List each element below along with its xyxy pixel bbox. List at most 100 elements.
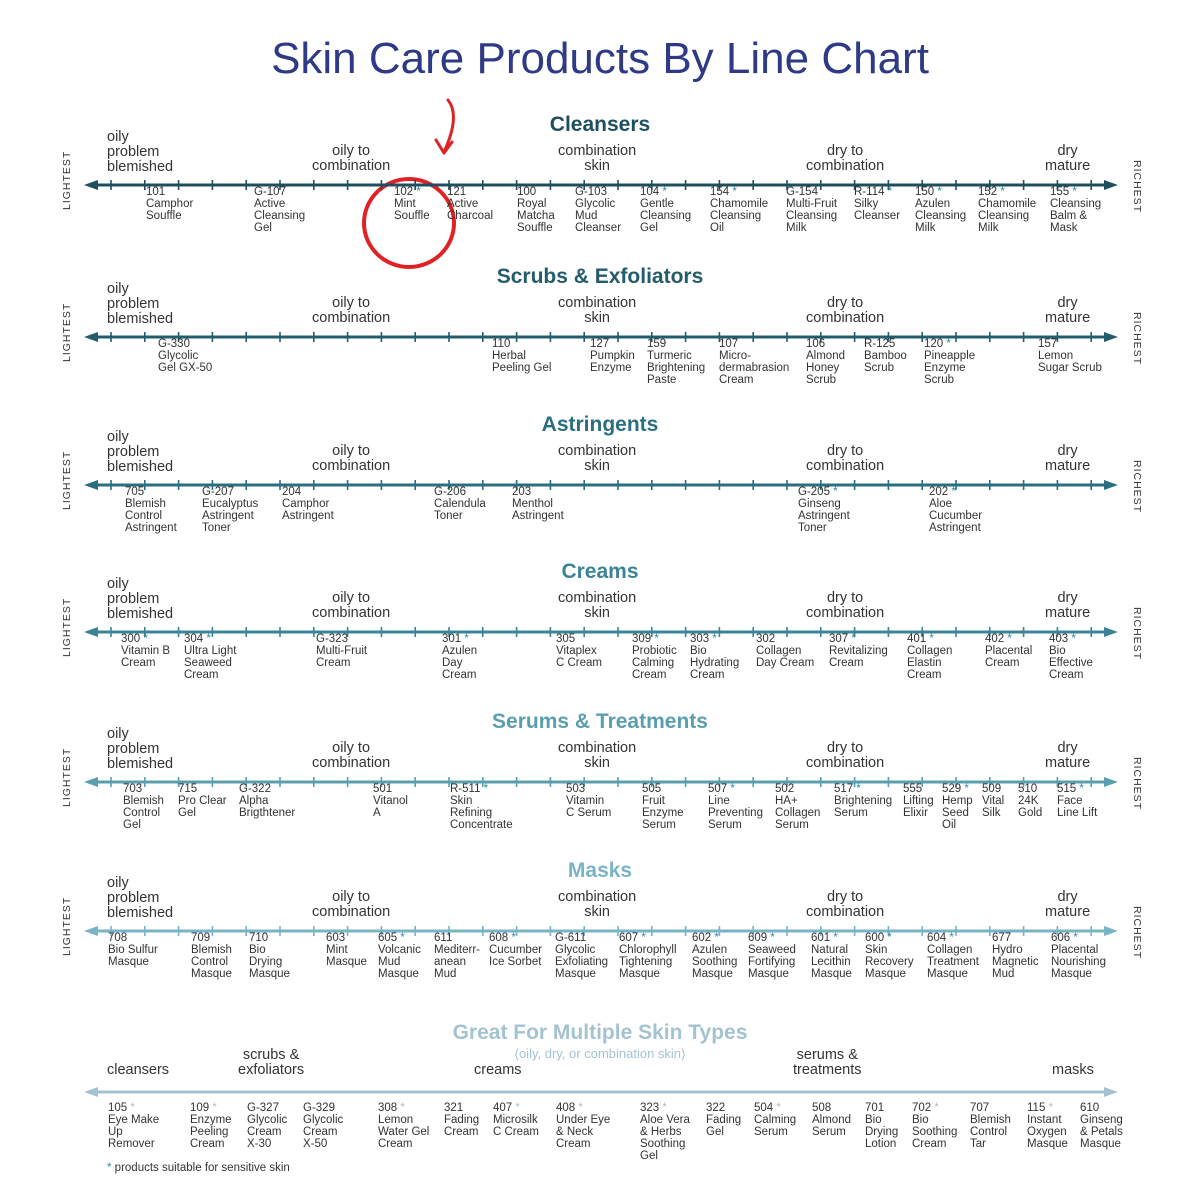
- product-label: G-103 Glycolic Mud Cleanser: [575, 186, 622, 234]
- section-subtitle: (oily, dry, or combination skin): [514, 1046, 686, 1061]
- product-label: 308 * Lemon Water Gel Cream: [378, 1102, 430, 1150]
- product-label: 307 * Revitalizing Cream: [829, 633, 888, 669]
- product-label: 110 Herbal Peeling Gel: [492, 338, 552, 374]
- category-label-oily: oily problem blemished: [107, 129, 174, 175]
- product-label: 517 * Brightening Serum: [834, 783, 893, 819]
- category-label-combo: combination skin: [558, 143, 637, 174]
- sensitive-skin-star-icon: *: [926, 633, 934, 645]
- sensitive-skin-star-icon: *: [711, 932, 719, 944]
- product-label: 708 Bio Sulfur Masque: [108, 932, 158, 968]
- product-label: 159 Turmeric Brightening Paste: [647, 338, 706, 386]
- product-label: 321 Fading Cream: [444, 1102, 480, 1138]
- product-label: 408 * Under Eye & Neck Cream: [556, 1102, 611, 1150]
- product-label: 203 Menthol Astringent: [512, 486, 564, 522]
- product-label: 507 * Line Preventing Serum: [708, 783, 763, 831]
- product-label: 608 * Cucumber Ice Sorbet: [489, 932, 543, 968]
- axis-left-arrowhead: [84, 627, 98, 637]
- product-label: 107 Micro- dermabrasion Cream: [719, 338, 790, 386]
- category-label: masks: [1052, 1062, 1094, 1078]
- product-label: 101 Camphor Souffle: [146, 186, 194, 222]
- product-label: 509 Vital Silk: [982, 783, 1005, 819]
- axis: [84, 1087, 1118, 1097]
- category-label-oily_combo: oily to combination: [312, 443, 391, 474]
- product-label: 501 Vitanol A: [373, 783, 408, 819]
- product-label: 104 * Gentle Cleansing Gel: [640, 186, 692, 234]
- product-label: 600 * Skin Recovery Masque: [865, 932, 914, 980]
- product-label: G-107 Active Cleansing Gel: [254, 186, 306, 234]
- category-label-dry_combo: dry to combination: [806, 740, 885, 771]
- category-label-combo: combination skin: [558, 889, 637, 920]
- category-label-dry: dry mature: [1045, 590, 1091, 621]
- product-label: 607 * Chlorophyll Tightening Masque: [619, 932, 677, 980]
- category-label-dry: dry mature: [1045, 740, 1091, 771]
- section-creams: Creams oily problem blemished oily to combina…: [0, 560, 1200, 722]
- product-label: 302 Collagen Day Cream: [756, 633, 815, 669]
- product-label: 611 Mediterr- anean Mud: [434, 932, 481, 980]
- product-label: 157 Lemon Sugar Scrub: [1038, 338, 1102, 374]
- axis-left-arrowhead: [84, 926, 98, 936]
- sensitive-skin-star-icon: *: [727, 783, 735, 795]
- product-label: R-125 Bamboo Scrub: [864, 338, 907, 374]
- sensitive-skin-star-icon: *: [203, 633, 211, 645]
- sensitive-skin-star-icon: *: [729, 186, 737, 198]
- product-label: 403 * Bio Effective Cream: [1049, 633, 1093, 681]
- product-label: 705 Blemish Control Astringent: [125, 486, 177, 534]
- sensitive-skin-star-icon: *: [209, 1102, 217, 1114]
- axis-left-arrowhead: [84, 777, 98, 787]
- sensitive-skin-star-icon: *: [512, 1102, 520, 1114]
- axis: [84, 777, 1118, 787]
- product-label: 703 Blemish Control Gel: [123, 783, 164, 831]
- axis-left-arrowhead: [84, 480, 98, 490]
- product-label: 710 Bio Drying Masque: [249, 932, 290, 980]
- product-label: 100 Royal Matcha Souffle: [517, 186, 555, 234]
- sensitive-skin-star-icon: *: [853, 783, 861, 795]
- category-label: creams: [474, 1062, 522, 1078]
- section-title: Creams: [561, 560, 639, 583]
- category-label-dry: dry mature: [1045, 889, 1091, 920]
- category-label-dry_combo: dry to combination: [806, 590, 885, 621]
- category-label-oily_combo: oily to combination: [312, 295, 391, 326]
- product-label: 300 * Vitamin B Cream: [121, 633, 171, 669]
- section-serums-treatments: Serums & Treatments oily problem blemished o…: [0, 710, 1200, 872]
- category-label-oily_combo: oily to combination: [312, 590, 391, 621]
- product-label: 709 Blemish Control Masque: [191, 932, 232, 980]
- sensitive-skin-star-icon: *: [946, 932, 954, 944]
- product-label: G-327 Glycolic Cream X-30: [247, 1102, 288, 1150]
- sensitive-skin-star-icon: *: [659, 186, 667, 198]
- category-label-combo: combination skin: [558, 740, 637, 771]
- product-label: 604 * Collagen Treatment Masque: [927, 932, 979, 980]
- product-label: R-114 * Silky Cleanser: [854, 186, 901, 222]
- product-label: 401 * Collagen Elastin Cream: [907, 633, 953, 681]
- product-label: 606 * Placental Nourishing Masque: [1051, 932, 1106, 980]
- product-label: 115 * Instant Oxygen Masque: [1027, 1102, 1068, 1150]
- product-label: 601 * Natural Lecithin Masque: [811, 932, 852, 980]
- sensitive-skin-star-icon: *: [461, 633, 469, 645]
- product-label: 202 * Aloe Cucumber Astringent: [929, 486, 983, 534]
- sensitive-skin-star-icon: *: [961, 783, 969, 795]
- product-label: 155 * Cleansing Balm & Mask: [1050, 186, 1102, 234]
- section-title: Cleansers: [549, 113, 651, 136]
- product-label: G-323 Multi-Fruit Cream: [316, 633, 368, 669]
- product-label: 510 24K Gold: [1018, 783, 1043, 819]
- sensitive-skin-star-icon: *: [1070, 932, 1078, 944]
- sensitive-skin-star-icon: *: [1069, 186, 1077, 198]
- product-label: 508 Almond Serum: [812, 1102, 851, 1138]
- category-label-dry_combo: dry to combination: [806, 295, 885, 326]
- sensitive-skin-star-icon: *: [1068, 633, 1076, 645]
- product-label: 602 * Azulen Soothing Masque: [692, 932, 738, 980]
- sensitive-skin-star-icon: *: [767, 932, 775, 944]
- axis-left-arrowhead: [84, 1087, 98, 1097]
- product-label: G-322 Alpha Brigthtener: [239, 783, 296, 819]
- category-label-oily: oily problem blemished: [107, 726, 174, 772]
- sensitive-skin-star-icon: *: [884, 932, 892, 944]
- sensitive-skin-star-icon: *: [830, 932, 838, 944]
- product-label: 109 * Enzyme Peeling Cream: [190, 1102, 232, 1150]
- axis-left-arrowhead: [84, 332, 98, 342]
- sensitive-skin-star-icon: *: [659, 1102, 667, 1114]
- sensitive-skin-star-icon: *: [943, 338, 951, 350]
- category-label-dry: dry mature: [1045, 443, 1091, 474]
- product-label: 529 * Hemp Seed Oil: [942, 783, 973, 831]
- category-label: cleansers: [107, 1062, 170, 1078]
- sensitive-skin-star-icon: *: [140, 633, 148, 645]
- sensitive-skin-star-icon: *: [1076, 783, 1084, 795]
